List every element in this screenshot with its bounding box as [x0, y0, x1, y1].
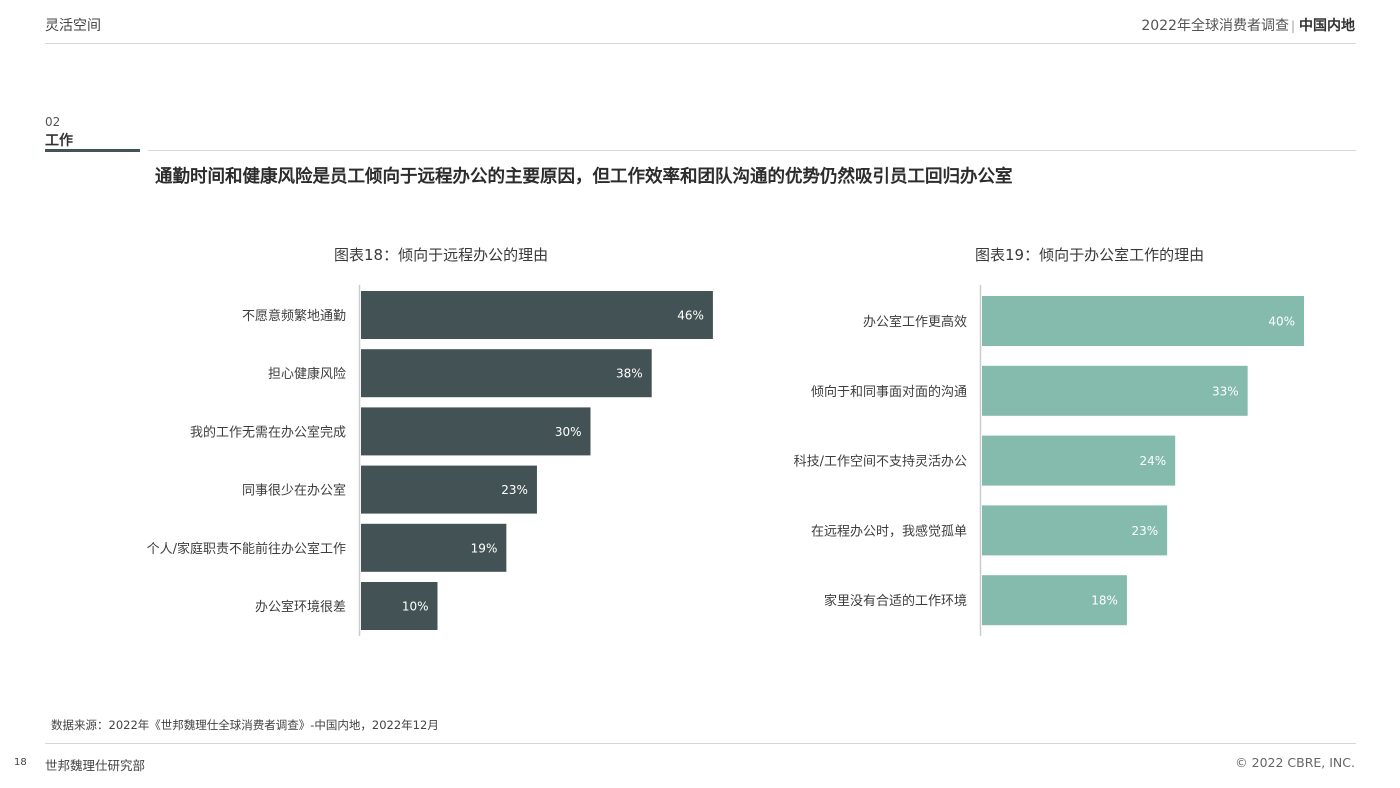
chart-category-label: 在远程办公时，我感觉孤单 — [811, 523, 967, 539]
header-section-name: 灵活空间 — [45, 18, 101, 34]
header-region: 中国内地 — [1299, 18, 1355, 34]
data-source-note: 数据来源：2022年《世邦魏理仕全球消费者调查》-中国内地，2022年12月 — [51, 718, 439, 732]
chart-bar — [361, 291, 713, 339]
section-number: 02 — [45, 115, 61, 129]
chart-value-label: 23% — [501, 483, 528, 497]
chart-category-label: 不愿意频繁地通勤 — [242, 308, 346, 324]
page-headline: 通勤时间和健康风险是员工倾向于远程办公的主要原因，但工作效率和团队沟通的优势仍然… — [155, 167, 1013, 187]
chart-category-label: 同事很少在办公室 — [242, 483, 346, 499]
footer-divider — [45, 743, 1356, 744]
chart-bar — [361, 523, 507, 572]
chart-value-label: 33% — [1212, 384, 1239, 398]
header-separator: | — [1290, 19, 1295, 33]
chart-category-label: 办公室环境很差 — [255, 599, 346, 615]
section-divider — [148, 150, 1356, 151]
header-report-title: 2022年全球消费者调查 | 中国内地 — [1141, 15, 1355, 35]
chart-category-label: 办公室工作更高效 — [863, 314, 967, 330]
chart-value-label: 19% — [471, 541, 498, 555]
footer-copyright: © 2022 CBRE, INC. — [1235, 755, 1355, 770]
chart-bar — [982, 365, 1248, 416]
chart-bar — [361, 407, 591, 456]
chart-value-label: 46% — [677, 309, 704, 323]
section-title: 工作 — [45, 133, 73, 149]
chart-value-label: 40% — [1268, 315, 1295, 329]
header-divider — [45, 43, 1356, 44]
chart-category-label: 个人/家庭职责不能前往办公室工作 — [147, 541, 346, 557]
section-underline — [45, 149, 140, 152]
chart-bar — [982, 575, 1127, 626]
chart-category-label: 科技/工作空间不支持灵活办公 — [794, 455, 967, 470]
header-report-name: 2022年全球消费者调查 — [1141, 18, 1289, 34]
footer-department: 世邦魏理仕研究部 — [45, 758, 146, 773]
chart-bar — [982, 296, 1304, 346]
chart-bar — [982, 435, 1176, 486]
chart-18-title: 图表18：倾向于远程办公的理由 — [334, 246, 549, 264]
chart-bar — [361, 582, 438, 630]
chart-18-remote-reasons: 不愿意频繁地通勤 46% 担心健康风险 38% 我的工作无需在办公室完成 30% 同事很少在… — [147, 285, 713, 636]
chart-bar — [361, 465, 537, 514]
chart-category-label: 我的工作无需在办公室完成 — [190, 424, 346, 440]
chart-value-label: 38% — [616, 367, 643, 381]
chart-value-label: 24% — [1140, 454, 1167, 468]
page-number: 18 — [14, 757, 27, 768]
chart-category-label: 倾向于和同事面对面的沟通 — [811, 384, 967, 400]
chart-bar — [982, 505, 1168, 556]
chart-value-label: 18% — [1091, 594, 1118, 608]
chart-bar — [361, 349, 652, 398]
chart-value-label: 10% — [402, 600, 429, 614]
chart-category-label: 家里没有合适的工作环境 — [824, 593, 967, 609]
chart-19-title: 图表19：倾向于办公室工作的理由 — [975, 246, 1205, 264]
chart-category-label: 担心健康风险 — [268, 366, 346, 382]
chart-value-label: 30% — [555, 425, 582, 439]
chart-value-label: 23% — [1131, 524, 1158, 538]
chart-19-office-reasons: 办公室工作更高效 40% 倾向于和同事面对面的沟通 33% 科技/工作空间不支持灵活办公… — [794, 285, 1304, 636]
